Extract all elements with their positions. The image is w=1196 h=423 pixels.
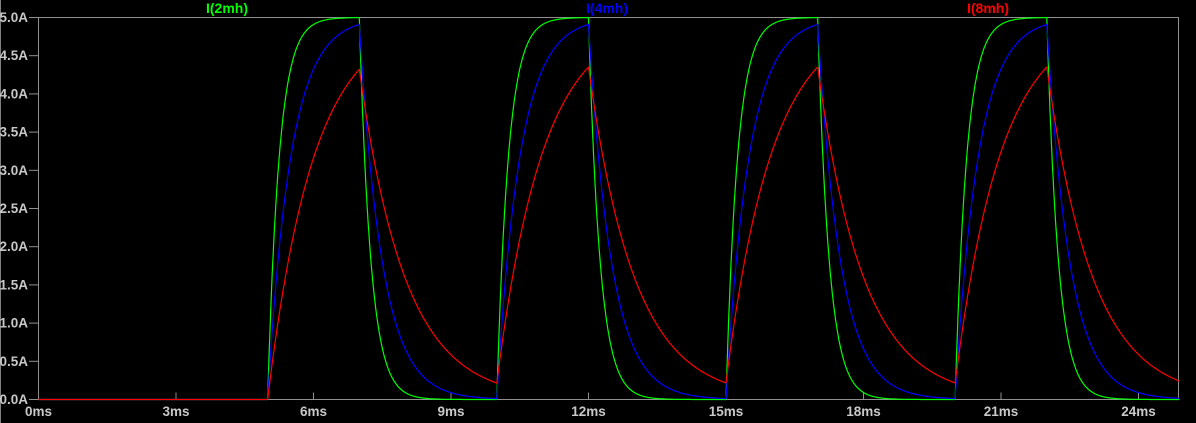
x-tick-label[interactable]: 12ms (571, 404, 606, 419)
y-tick-label[interactable]: 1.0A (0, 316, 28, 331)
trace-label-i2mh[interactable]: I(2mh) (206, 0, 248, 16)
x-tick-label[interactable]: 18ms (846, 404, 881, 419)
y-tick-label[interactable]: 0.5A (0, 354, 28, 369)
window-left-border (0, 0, 1, 423)
x-tick-label[interactable]: 6ms (300, 404, 327, 419)
y-tick-label[interactable]: 4.0A (0, 86, 28, 101)
y-tick-label[interactable]: 3.0A (0, 163, 28, 178)
y-tick-label[interactable]: 0.0A (0, 392, 28, 407)
plot-frame (38, 17, 1179, 400)
y-tick-label[interactable]: 4.5A (0, 48, 28, 63)
trace-i8mh (38, 66, 1180, 401)
x-tick-label[interactable]: 0ms (25, 404, 52, 419)
x-tick-label[interactable]: 9ms (437, 404, 464, 419)
y-tick-label[interactable]: 2.5A (0, 201, 28, 216)
x-tick-label[interactable]: 3ms (162, 404, 189, 419)
trace-label-i8mh[interactable]: I(8mh) (967, 0, 1009, 16)
trace-label-i4mh[interactable]: I(4mh) (586, 0, 628, 16)
y-tick-label[interactable]: 5.0A (0, 10, 28, 25)
y-tick-label[interactable]: 3.5A (0, 125, 28, 140)
x-tick-label[interactable]: 24ms (1121, 404, 1156, 419)
y-tick-label[interactable]: 2.0A (0, 239, 28, 254)
plot-area[interactable] (38, 17, 1179, 400)
x-tick-label[interactable]: 21ms (984, 404, 1019, 419)
x-tick-label[interactable]: 15ms (709, 404, 744, 419)
y-tick-label[interactable]: 1.5A (0, 277, 28, 292)
